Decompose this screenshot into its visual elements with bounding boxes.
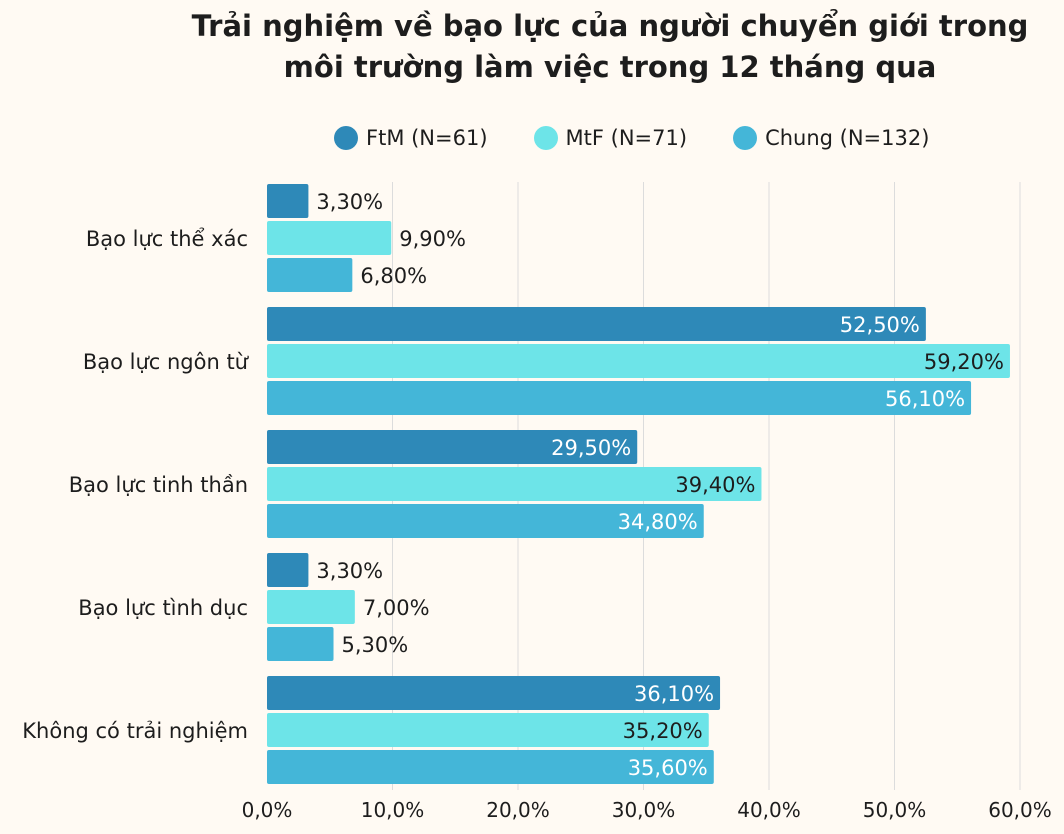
bar-ftm-0 [267,184,309,218]
bar-mtf-3 [267,590,355,624]
category-label-1: Bạo lực ngôn từ [83,350,250,374]
data-label-1-4: 35,20% [623,719,703,743]
chart-title: Trải nghiệm về bạo lực của người chuyển … [160,6,1060,88]
chart-title-line-2: môi trường làm việc trong 12 tháng qua [283,50,937,84]
bar-chung-2 [267,504,704,538]
chart-title-line-1: Trải nghiệm về bạo lực của người chuyển … [191,9,1029,43]
data-label-2-2: 34,80% [618,510,698,534]
category-label-4: Không có trải nghiệm [22,719,248,743]
data-label-2-0: 6,80% [360,264,427,288]
bar-mtf-2 [267,467,762,501]
bar-mtf-1 [267,344,1010,378]
legend-swatch-mtf [533,126,558,150]
bar-chung-3 [267,627,334,661]
bar-ftm-2 [267,430,638,464]
data-label-1-0: 9,90% [399,227,466,251]
x-tick-label-2: 20,0% [486,798,550,822]
data-label-0-3: 3,30% [316,559,383,583]
category-label-3: Bạo lực tình dục [78,596,248,620]
bar-ftm-4 [267,676,721,710]
data-label-2-1: 56,10% [885,387,965,411]
data-label-1-2: 39,40% [675,473,755,497]
legend-label-mtf: MtF (N=71) [565,126,688,150]
legend-label-ftm: FtM (N=61) [366,126,488,150]
bar-ftm-1 [267,307,926,341]
x-tick-label-6: 60,0% [988,798,1052,822]
x-tick-label-5: 50,0% [863,798,927,822]
data-label-0-2: 29,50% [551,436,631,460]
data-label-0-4: 36,10% [634,682,714,706]
bar-chung-4 [267,750,714,784]
data-label-2-4: 35,60% [628,756,708,780]
bar-ftm-3 [267,553,309,587]
data-label-1-3: 7,00% [363,596,430,620]
bar-chung-1 [267,381,972,415]
legend-item-ftm: FtM (N=61) [334,126,488,150]
legend-label-chung: Chung (N=132) [765,126,930,150]
legend-swatch-ftm [334,126,358,150]
data-label-1-1: 59,20% [924,350,1004,374]
legend-item-mtf: MtF (N=71) [533,126,688,150]
x-tick-label-4: 40,0% [737,798,801,822]
category-label-0: Bạo lực thể xác [86,227,248,251]
data-label-0-1: 52,50% [840,313,920,337]
x-tick-label-1: 10,0% [361,798,425,822]
data-label-2-3: 5,30% [342,633,409,657]
category-label-2: Bạo lực tinh thần [69,473,248,497]
bar-mtf-0 [267,221,392,255]
legend-item-chung: Chung (N=132) [733,126,929,150]
bar-chung-0 [267,258,353,292]
legend-swatch-chung [733,126,758,150]
bar-mtf-4 [267,713,709,747]
x-tick-label-0: 0,0% [242,798,293,822]
x-tick-label-3: 30,0% [612,798,676,822]
data-label-0-0: 3,30% [316,190,383,214]
legend: FtM (N=61) MtF (N=71) Chung (N=132) [334,122,975,154]
